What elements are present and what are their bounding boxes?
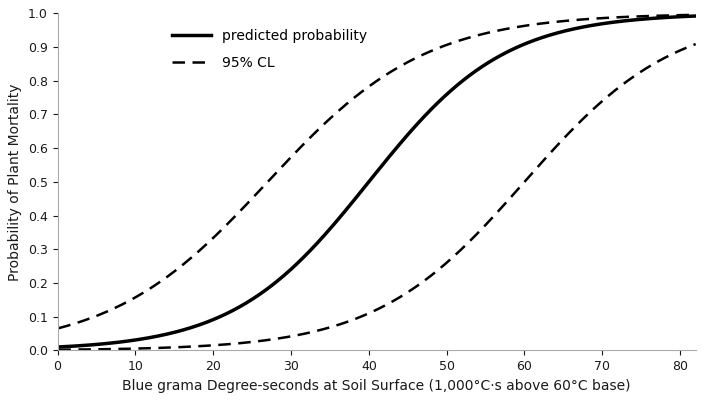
Legend: predicted probability, 95% CL: predicted probability, 95% CL xyxy=(167,24,373,75)
Y-axis label: Probability of Plant Mortality: Probability of Plant Mortality xyxy=(8,83,23,281)
X-axis label: Blue grama Degree-seconds at Soil Surface (1,000°C·s above 60°C base): Blue grama Degree-seconds at Soil Surfac… xyxy=(122,379,631,393)
